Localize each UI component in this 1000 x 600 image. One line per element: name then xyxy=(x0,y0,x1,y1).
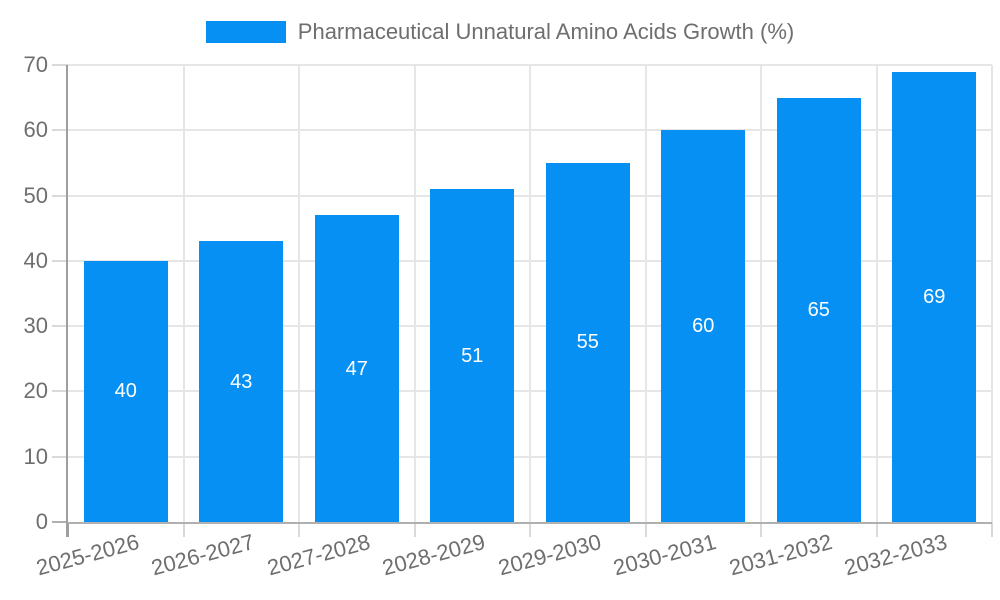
bar-2025-2026[interactable] xyxy=(83,260,168,522)
x-gridline xyxy=(644,65,647,522)
x-tick-label: 2030-2031 xyxy=(610,529,719,581)
y-tick-label: 50 xyxy=(23,182,48,208)
y-axis-tick xyxy=(52,390,68,393)
x-axis-tick xyxy=(529,522,531,537)
bar-2031-2032[interactable] xyxy=(776,97,861,522)
y-tick-label: 0 xyxy=(35,509,48,534)
y-axis-line xyxy=(66,65,68,537)
x-tick-label: 2032-2033 xyxy=(841,529,950,581)
x-axis-tick xyxy=(182,522,185,537)
x-gridline xyxy=(875,65,878,522)
x-gridline xyxy=(760,65,762,522)
x-tick-label: 2031-2032 xyxy=(726,529,835,581)
y-tick-label: 40 xyxy=(23,247,48,273)
x-axis-line xyxy=(68,522,992,524)
y-tick-label: 60 xyxy=(23,117,48,143)
y-axis-tick xyxy=(52,325,68,328)
y-tick-label: 20 xyxy=(23,378,48,404)
y-tick-label: 10 xyxy=(23,443,48,469)
y-axis-tick xyxy=(52,64,68,66)
x-axis-tick xyxy=(991,522,993,537)
bar-2028-2029[interactable] xyxy=(430,189,515,522)
x-tick-label: 2027-2028 xyxy=(264,529,373,581)
x-gridline xyxy=(529,65,531,522)
bar-2026-2027[interactable] xyxy=(199,241,284,522)
y-tick-label: 70 xyxy=(23,52,48,77)
bar-2030-2031[interactable] xyxy=(661,130,746,522)
y-axis-tick xyxy=(52,259,68,262)
x-axis-tick xyxy=(644,522,647,537)
y-axis-tick xyxy=(52,521,68,523)
x-tick-label: 2028-2029 xyxy=(379,529,488,581)
x-gridline xyxy=(991,65,993,522)
y-axis-tick xyxy=(52,129,68,132)
legend-label: Pharmaceutical Unnatural Amino Acids Gro… xyxy=(297,19,795,44)
bar-2029-2030[interactable] xyxy=(545,162,630,522)
x-gridline xyxy=(413,65,416,522)
x-tick-label: 2026-2027 xyxy=(148,529,257,581)
bar-2032-2033[interactable] xyxy=(892,71,977,522)
y-axis-tick xyxy=(52,455,68,458)
bar-2027-2028[interactable] xyxy=(314,215,399,522)
x-tick-label: 2029-2030 xyxy=(495,529,604,581)
x-tick-label: 2025-2026 xyxy=(33,529,142,581)
x-axis-tick xyxy=(67,522,69,537)
x-gridline xyxy=(298,65,300,522)
legend-swatch xyxy=(205,21,286,43)
y-axis-tick xyxy=(52,194,68,197)
y-tick-label: 30 xyxy=(23,313,48,339)
x-gridline xyxy=(182,65,185,522)
x-axis-tick xyxy=(760,522,762,537)
x-axis-tick xyxy=(413,522,416,537)
chart-legend[interactable]: Pharmaceutical Unnatural Amino Acids Gro… xyxy=(0,21,1000,43)
x-axis-tick xyxy=(875,522,878,537)
x-axis-tick xyxy=(298,522,300,537)
